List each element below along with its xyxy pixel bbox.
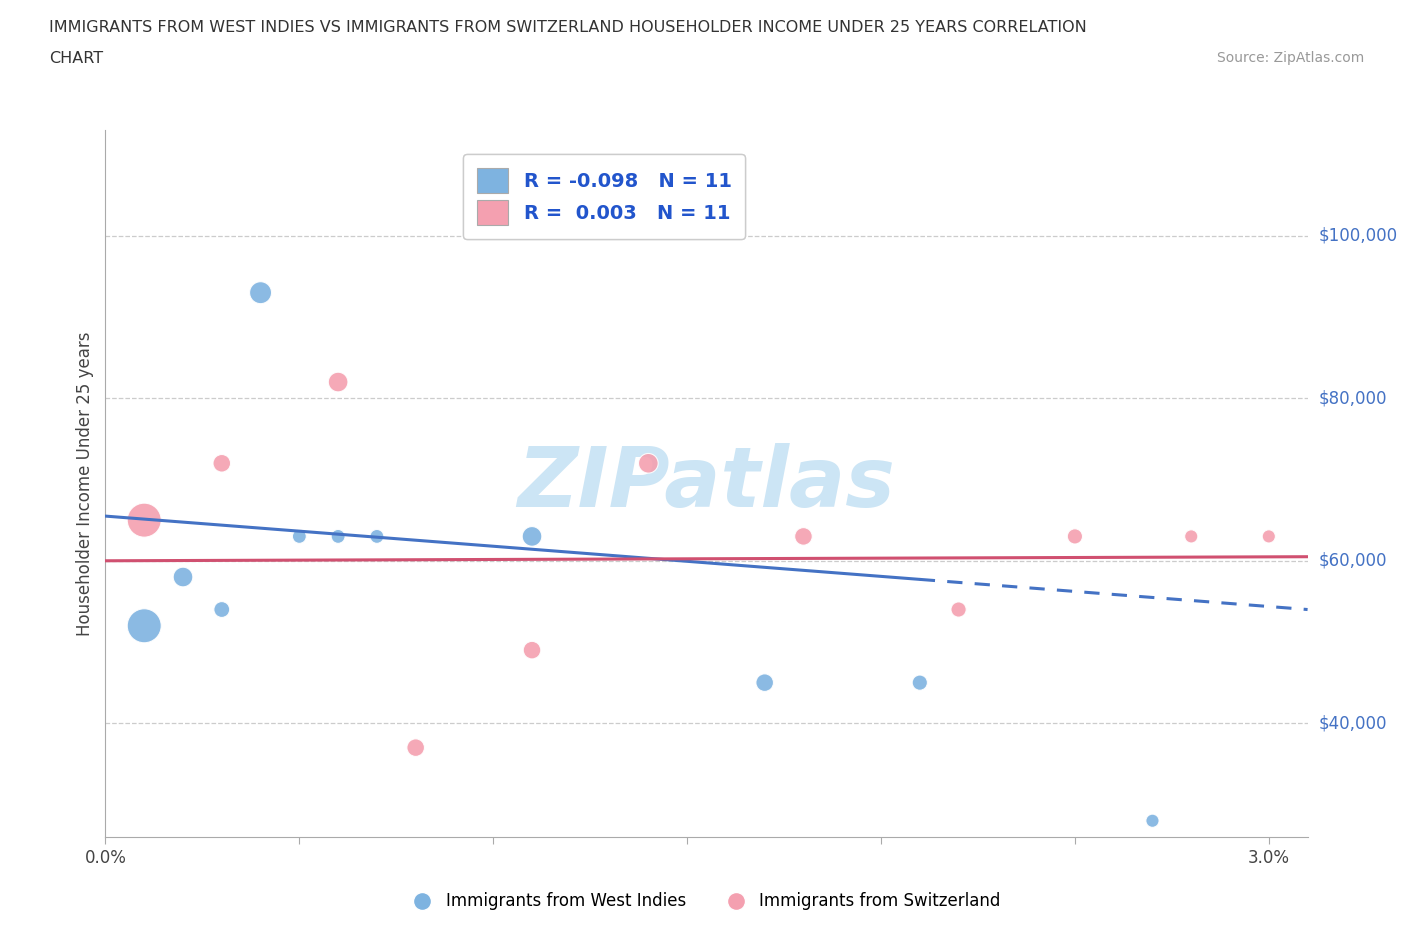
Point xyxy=(1064,529,1087,544)
Point xyxy=(520,643,543,658)
Point xyxy=(948,602,970,617)
Point xyxy=(134,618,156,633)
Point xyxy=(520,529,543,544)
Point xyxy=(637,456,659,471)
Point xyxy=(908,675,931,690)
Legend: Immigrants from West Indies, Immigrants from Switzerland: Immigrants from West Indies, Immigrants … xyxy=(399,885,1007,917)
Y-axis label: Householder Income Under 25 years: Householder Income Under 25 years xyxy=(76,331,94,636)
Text: CHART: CHART xyxy=(49,51,103,66)
Text: Source: ZipAtlas.com: Source: ZipAtlas.com xyxy=(1216,51,1364,65)
Text: $100,000: $100,000 xyxy=(1319,227,1398,245)
Text: $40,000: $40,000 xyxy=(1319,714,1388,732)
Point xyxy=(326,529,349,544)
Point xyxy=(792,529,814,544)
Point xyxy=(1142,814,1164,829)
Text: $60,000: $60,000 xyxy=(1319,551,1388,570)
Point xyxy=(1257,529,1279,544)
Point xyxy=(211,456,233,471)
Text: $80,000: $80,000 xyxy=(1319,390,1388,407)
Point xyxy=(211,602,233,617)
Text: IMMIGRANTS FROM WEST INDIES VS IMMIGRANTS FROM SWITZERLAND HOUSEHOLDER INCOME UN: IMMIGRANTS FROM WEST INDIES VS IMMIGRANT… xyxy=(49,20,1087,35)
Point xyxy=(172,569,194,584)
Point xyxy=(754,675,776,690)
Point xyxy=(288,529,311,544)
Point xyxy=(134,512,156,527)
Point xyxy=(326,375,349,390)
Point xyxy=(405,740,427,755)
Point xyxy=(249,286,271,300)
Text: ZIPatlas: ZIPatlas xyxy=(517,443,896,525)
Point xyxy=(366,529,388,544)
Point xyxy=(1180,529,1202,544)
Legend: R = -0.098   N = 11, R =  0.003   N = 11: R = -0.098 N = 11, R = 0.003 N = 11 xyxy=(464,154,745,239)
